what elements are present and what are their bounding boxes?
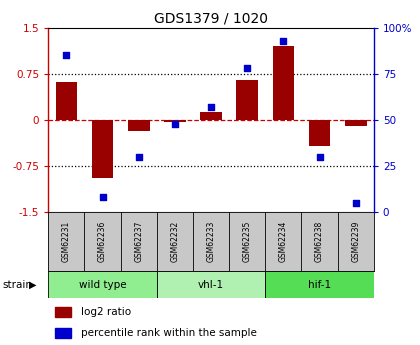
Bar	[273, 46, 294, 120]
Bar	[236, 80, 258, 120]
Point	[316, 154, 323, 159]
Text: GSM62234: GSM62234	[279, 221, 288, 262]
Text: strain: strain	[2, 280, 32, 289]
Bar	[309, 120, 331, 146]
Text: GSM62237: GSM62237	[134, 221, 143, 262]
Text: GSM62238: GSM62238	[315, 221, 324, 262]
Text: GSM62239: GSM62239	[351, 221, 360, 262]
Point	[280, 38, 287, 43]
Bar	[48, 271, 157, 298]
Text: vhl-1: vhl-1	[198, 280, 224, 289]
Point	[63, 52, 70, 58]
Point	[135, 154, 142, 159]
Point	[171, 121, 178, 126]
Bar	[55, 328, 71, 338]
Bar	[55, 82, 77, 120]
Bar	[92, 120, 113, 178]
Point	[244, 66, 251, 71]
Bar	[128, 120, 150, 131]
Text: GSM62233: GSM62233	[207, 221, 215, 262]
Text: wild type: wild type	[79, 280, 126, 289]
Text: GSM62236: GSM62236	[98, 221, 107, 262]
Bar	[55, 307, 71, 317]
Bar	[164, 120, 186, 122]
Text: ▶: ▶	[29, 280, 36, 289]
Text: hif-1: hif-1	[308, 280, 331, 289]
Title: GDS1379 / 1020: GDS1379 / 1020	[154, 11, 268, 25]
Point	[208, 104, 215, 110]
Bar	[157, 271, 265, 298]
Bar	[265, 271, 374, 298]
Bar	[345, 120, 367, 126]
Text: log2 ratio: log2 ratio	[81, 307, 131, 317]
Point	[99, 195, 106, 200]
Text: GSM62235: GSM62235	[243, 221, 252, 262]
Text: GSM62231: GSM62231	[62, 221, 71, 262]
Point	[352, 200, 359, 206]
Bar	[200, 112, 222, 120]
Text: percentile rank within the sample: percentile rank within the sample	[81, 328, 257, 338]
Text: GSM62232: GSM62232	[171, 221, 179, 262]
